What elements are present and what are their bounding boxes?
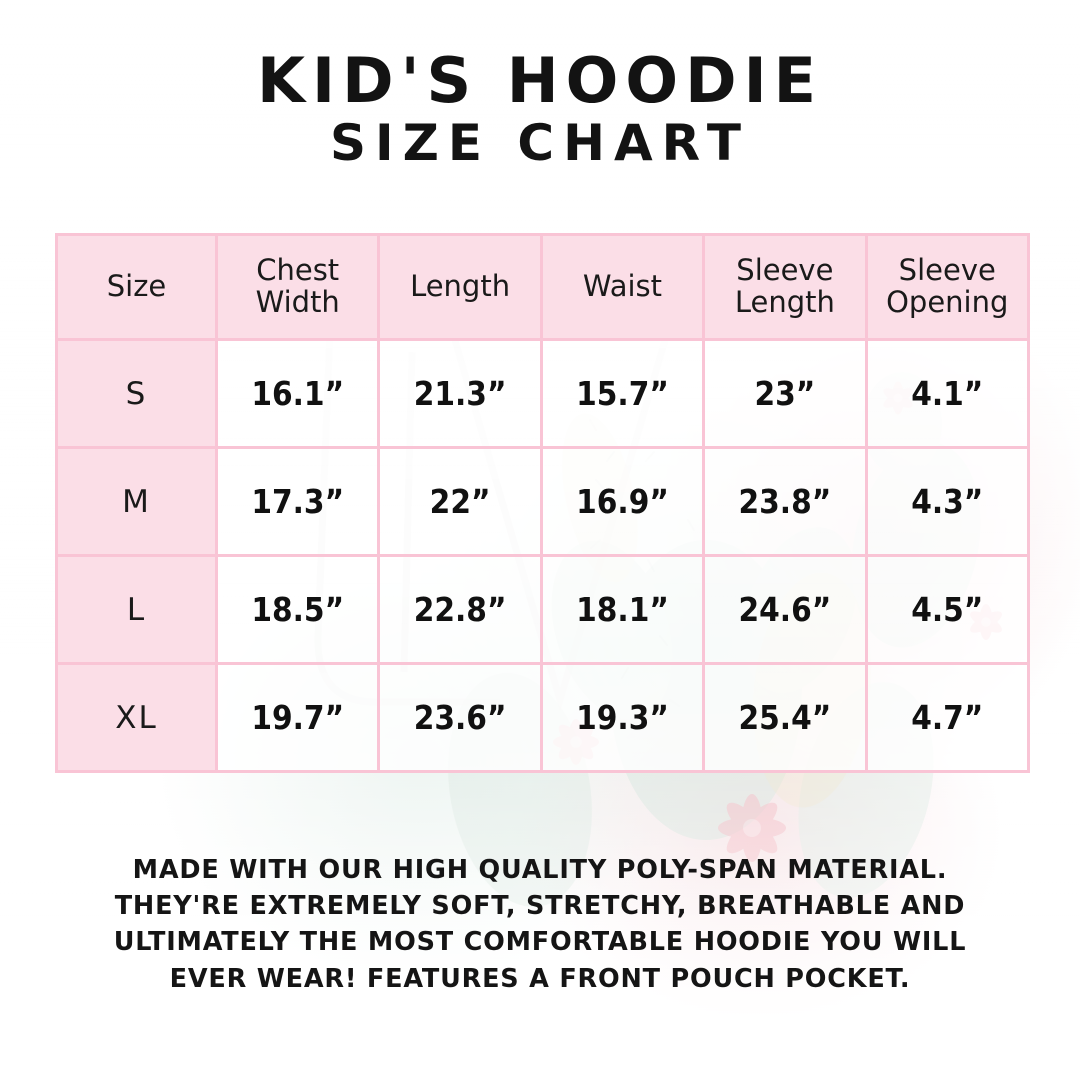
cell-waist: 15.7” xyxy=(539,338,706,449)
column-header-sleeve-opening-line2: Opening xyxy=(886,285,1009,319)
cell-length: 22.8” xyxy=(377,554,543,665)
column-header-sleeve-length-line2: Length xyxy=(734,285,835,319)
cell-sleeve-length: 23.8” xyxy=(702,446,868,557)
table-row: XL 19.7” 23.6” 19.3” 25.4” 4.7” xyxy=(55,662,1030,773)
table-row: L 18.5” 22.8” 18.1” 24.6” 4.5” xyxy=(55,554,1030,665)
column-header-length-line1: Length xyxy=(410,269,511,304)
cell-sleeve-opening: 4.7” xyxy=(864,662,1030,773)
column-header-waist: Waist xyxy=(539,233,706,341)
footer-line-3: ULTIMATELY THE MOST COMFORTABLE HOODIE Y… xyxy=(113,927,967,958)
column-header-sleeve-opening: Sleeve Opening xyxy=(864,233,1030,341)
cell-sleeve-length: 25.4” xyxy=(702,662,868,773)
cell-sleeve-opening: 4.3” xyxy=(864,446,1030,557)
column-header-size-line1: Size xyxy=(106,269,167,304)
title-line-1: KID'S HOODIE xyxy=(257,44,823,117)
column-header-chest-width-line2: Width xyxy=(255,285,340,319)
cell-chest-width: 17.3” xyxy=(214,446,381,557)
cell-sleeve-length: 23” xyxy=(702,338,868,449)
table-row: S 16.1” 21.3” 15.7” 23” 4.1” xyxy=(55,338,1030,449)
cell-size: XL xyxy=(55,662,218,773)
column-header-sleeve-length-line1: Sleeve xyxy=(736,253,834,288)
cell-length: 21.3” xyxy=(377,338,543,449)
cell-chest-width: 18.5” xyxy=(214,554,381,665)
column-header-sleeve-opening-line1: Sleeve xyxy=(898,253,996,288)
cell-sleeve-opening: 4.1” xyxy=(864,338,1030,449)
cell-length: 22” xyxy=(377,446,543,557)
cell-sleeve-length: 24.6” xyxy=(702,554,868,665)
cell-waist: 18.1” xyxy=(539,554,706,665)
footer-line-4: EVER WEAR! FEATURES A FRONT POUCH POCKET… xyxy=(169,963,911,994)
footer-line-2: THEY'RE EXTREMELY SOFT, STRETCHY, BREATH… xyxy=(114,891,966,922)
title-line-2: SIZE CHART xyxy=(329,114,751,173)
size-chart-table: Size Chest Width Length Waist xyxy=(55,233,1030,773)
column-header-waist-line1: Waist xyxy=(582,269,663,304)
footer-line-1: MADE WITH OUR HIGH QUALITY POLY-SPAN MAT… xyxy=(132,855,948,885)
footer-description: MADE WITH OUR HIGH QUALITY POLY-SPAN MAT… xyxy=(60,852,1020,997)
page-title: KID'S HOODIE SIZE CHART xyxy=(0,48,1080,173)
cell-sleeve-opening: 4.5” xyxy=(864,554,1030,665)
cell-waist: 16.9” xyxy=(539,446,706,557)
column-header-chest-width-line1: Chest xyxy=(256,253,340,288)
column-header-sleeve-length: Sleeve Length xyxy=(702,233,868,341)
table-row: M 17.3” 22” 16.9” 23.8” 4.3” xyxy=(55,446,1030,557)
cell-size: M xyxy=(55,446,218,557)
cell-chest-width: 19.7” xyxy=(214,662,381,773)
column-header-chest-width: Chest Width xyxy=(214,233,381,341)
column-header-size: Size xyxy=(55,233,218,341)
cell-size: L xyxy=(55,554,218,665)
cell-waist: 19.3” xyxy=(539,662,706,773)
table-header-row: Size Chest Width Length Waist xyxy=(55,233,1030,341)
cell-length: 23.6” xyxy=(377,662,543,773)
cell-chest-width: 16.1” xyxy=(214,338,381,449)
column-header-length: Length xyxy=(377,233,543,341)
cell-size: S xyxy=(55,338,218,449)
